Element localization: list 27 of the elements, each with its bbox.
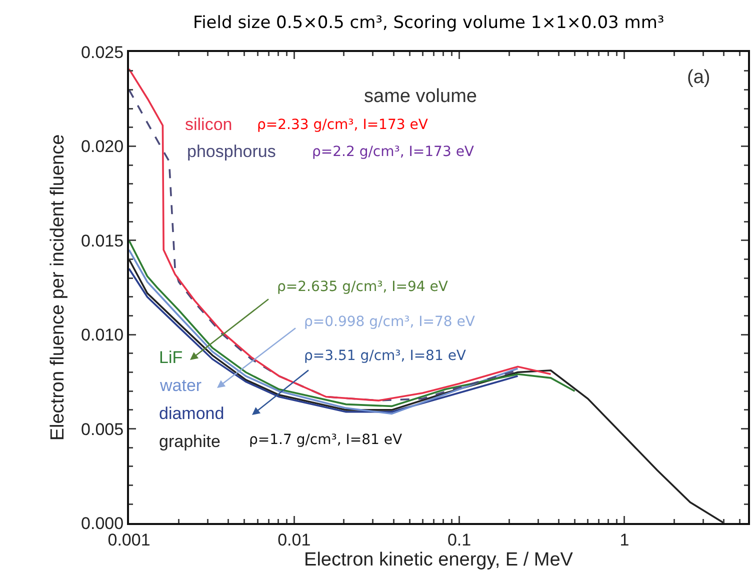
x-tick-label: 0.001 [108, 530, 150, 550]
series-label: phosphorus [187, 142, 276, 161]
x-tick-label: 1 [620, 530, 630, 550]
y-tick-label: 0.025 [81, 42, 124, 62]
series-label: diamond [159, 404, 224, 423]
x-tick-label: 0.01 [278, 530, 311, 550]
y-axis-title: Electron fluence per incident fluence [47, 134, 68, 441]
annotation: ρ=1.7 g/cm³, I=81 eV [249, 432, 403, 448]
y-tick-label: 0.010 [81, 326, 124, 345]
annotation: ρ=2.2 g/cm³, I=173 eV [312, 144, 474, 160]
annotation: (a) [687, 67, 710, 88]
y-tick-label: 0.015 [81, 231, 124, 250]
annotation: ρ=2.635 g/cm³, I=94 eV [277, 279, 448, 295]
annotation: ρ=0.998 g/cm³, I=78 eV [304, 314, 476, 330]
y-tick-label: 0.020 [81, 137, 124, 156]
x-tick-label: 0.1 [447, 530, 472, 550]
series-label: water [159, 376, 202, 395]
x-axis-title: Electron kinetic energy, E / MeV [304, 550, 574, 571]
annotation: ρ=2.33 g/cm³, I=173 eV [257, 117, 428, 133]
annotation: same volume [364, 86, 477, 107]
series-label: LiF [159, 348, 183, 367]
text: graphite [159, 432, 220, 451]
y-tick-label: 0.000 [81, 514, 124, 533]
series-label: silicon [185, 115, 232, 134]
chart-title: Field size 0.5×0.5 cm³, Scoring volume 1×1×0.03 mm³ [193, 12, 664, 33]
annotation: ρ=3.51 g/cm³, I=81 eV [304, 348, 466, 364]
y-tick-label: 0.005 [81, 420, 124, 439]
